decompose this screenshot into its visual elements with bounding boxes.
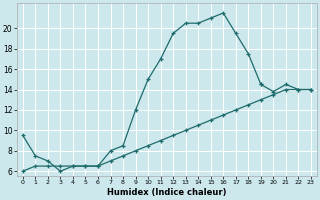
X-axis label: Humidex (Indice chaleur): Humidex (Indice chaleur)	[107, 188, 227, 197]
